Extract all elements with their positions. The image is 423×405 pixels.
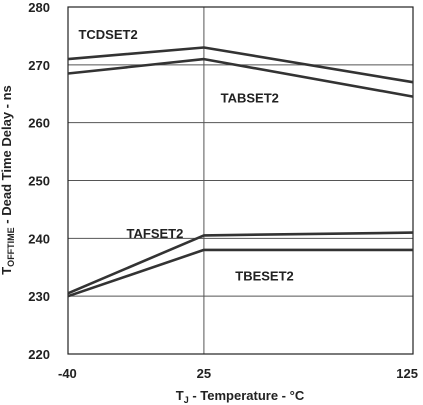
x-tick-label-1: 25 (197, 366, 211, 381)
y-tick-label-3: 250 (28, 174, 50, 189)
y-tick-label-0: 220 (28, 347, 50, 362)
y-tick-label-4: 260 (28, 116, 50, 131)
y-tick-label-5: 270 (28, 58, 50, 73)
y-axis-title-suffix: - Dead Time Delay - ns (0, 85, 14, 227)
x-tick-label-0: -40 (58, 366, 77, 381)
plot-frame (67, 6, 414, 355)
y-tick-label-6: 280 (28, 0, 50, 15)
y-axis-title-subscript: OFFTIME (6, 227, 16, 267)
y-axis-title-prefix: T (0, 267, 14, 275)
grid-lines (68, 7, 413, 354)
series-lines (67, 46, 414, 298)
series-label-tbeset2: TBESET2 (235, 269, 294, 284)
series-line-tcdset2 (67, 46, 414, 84)
y-axis-ticks: 220 230 240 250 260 270 280 (28, 0, 50, 362)
y-axis-title: TOFFTIME - Dead Time Delay - ns (0, 85, 16, 275)
series-label-tcdset2: TCDSET2 (78, 27, 137, 42)
y-tick-label-1: 230 (28, 289, 50, 304)
series-line-tafset2 (67, 231, 414, 295)
y-tick-label-2: 240 (28, 231, 50, 246)
series-line-tabset2 (67, 57, 414, 98)
series-label-tabset2: TABSET2 (221, 90, 279, 105)
series-label-tafset2: TAFSET2 (127, 226, 184, 241)
x-axis-title-suffix: - Temperature - °C (189, 388, 305, 403)
x-tick-label-2: 125 (396, 366, 418, 381)
series-labels: TCDSET2 TABSET2 TAFSET2 TBESET2 (78, 27, 293, 284)
x-axis-title-subscript: J (184, 395, 189, 405)
x-axis-ticks: -40 25 125 (58, 366, 418, 381)
x-axis-title-prefix: T (176, 388, 184, 403)
x-axis-title: TJ - Temperature - °C (176, 388, 305, 405)
series-line-tbeset2 (67, 248, 413, 298)
